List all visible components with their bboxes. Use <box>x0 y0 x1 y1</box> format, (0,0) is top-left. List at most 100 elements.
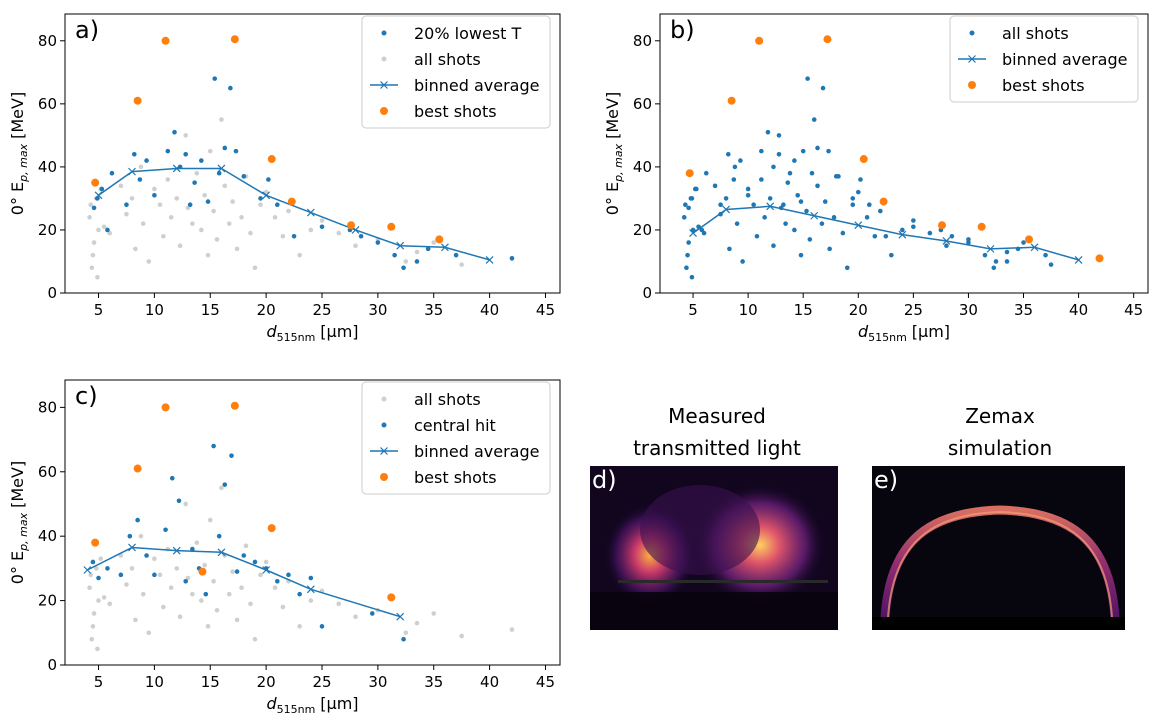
point <box>459 262 464 267</box>
point <box>98 556 104 562</box>
point <box>230 401 239 410</box>
point <box>369 611 375 616</box>
x-marker <box>94 191 103 200</box>
point <box>336 601 342 607</box>
point <box>205 252 211 258</box>
point <box>776 133 782 138</box>
point <box>174 566 180 571</box>
x-marker <box>172 164 181 173</box>
x-marker <box>942 237 951 245</box>
plot-area <box>681 35 1104 280</box>
point <box>105 227 110 233</box>
point <box>275 578 280 584</box>
point <box>826 148 831 154</box>
y-tick-label: 40 <box>38 158 57 176</box>
point <box>694 186 699 192</box>
point <box>177 243 183 249</box>
x-tick-label: 40 <box>480 673 499 691</box>
point <box>88 572 93 578</box>
point <box>226 591 232 597</box>
x-tick-label: 5 <box>688 301 698 319</box>
point <box>248 230 253 236</box>
point <box>431 611 437 616</box>
point <box>319 624 325 629</box>
point <box>140 221 146 226</box>
point <box>805 76 810 81</box>
x-tick-label: 30 <box>368 673 387 691</box>
point <box>183 501 188 507</box>
image-title: Zemax <box>965 404 1035 428</box>
legend-label: all shots <box>414 390 481 409</box>
point <box>1004 259 1010 264</box>
point <box>792 158 797 163</box>
point <box>105 566 110 571</box>
y-axis-label-part: p, max <box>17 512 30 551</box>
x-marker <box>766 202 775 211</box>
point <box>809 170 815 176</box>
point <box>795 192 800 198</box>
legend-marker <box>381 56 387 62</box>
image-strip <box>872 617 1125 630</box>
point <box>176 498 182 504</box>
point <box>811 117 817 122</box>
point <box>911 218 916 223</box>
point <box>815 145 820 151</box>
y-tick-label: 80 <box>38 398 57 416</box>
line <box>98 167 490 261</box>
x-marker <box>440 243 449 252</box>
point <box>800 148 806 154</box>
x-marker <box>689 229 697 238</box>
point <box>827 246 832 252</box>
point <box>732 164 738 170</box>
point <box>900 227 905 233</box>
point <box>815 183 820 189</box>
point <box>751 202 756 208</box>
point <box>966 237 971 242</box>
point <box>889 252 894 258</box>
point <box>91 178 100 187</box>
point <box>228 85 233 91</box>
x-axis-label-part: [μm] <box>912 322 950 341</box>
chart: 5 10 15 20 25 30 35 40 45 0 20 40 60 80 b) d515nm [μm] 0°… <box>603 13 1149 344</box>
point <box>140 591 146 597</box>
point <box>216 533 222 539</box>
image-labels: Measured transmitted light Zemax simulat… <box>592 404 1052 494</box>
x-axis-label-part: 515nm <box>277 331 316 344</box>
point <box>99 186 105 192</box>
y-tick-label: 60 <box>38 95 57 113</box>
image-title: transmitted light <box>633 436 801 460</box>
point <box>872 233 878 239</box>
point <box>938 221 947 230</box>
x-tick-label: 10 <box>145 673 164 691</box>
point <box>87 585 92 591</box>
point <box>194 170 200 176</box>
point <box>798 252 804 258</box>
point <box>190 591 195 597</box>
image-e <box>872 466 1125 630</box>
point <box>759 177 764 182</box>
panel-label: b) <box>670 16 695 44</box>
point <box>165 148 171 154</box>
point <box>297 624 302 629</box>
x-tick-label: 40 <box>480 301 499 319</box>
x-marker <box>262 191 271 200</box>
point <box>161 403 170 412</box>
legend-label: all shots <box>414 50 481 69</box>
point <box>198 567 207 576</box>
point <box>291 233 297 239</box>
point <box>1043 252 1048 258</box>
point <box>855 189 861 195</box>
point <box>690 227 696 233</box>
point <box>401 636 406 642</box>
point <box>135 517 140 523</box>
x-axis-label: d515nm [μm] <box>266 322 358 344</box>
x-marker <box>854 221 863 230</box>
point <box>689 196 695 201</box>
point <box>211 578 216 584</box>
point <box>185 575 191 581</box>
point <box>727 246 732 252</box>
point <box>375 240 381 245</box>
point <box>804 208 809 214</box>
x-tick-label: 20 <box>257 301 276 319</box>
point <box>949 233 955 239</box>
